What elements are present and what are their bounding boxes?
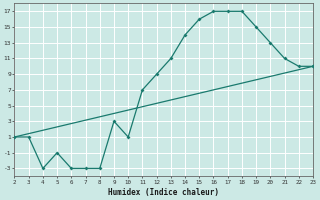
X-axis label: Humidex (Indice chaleur): Humidex (Indice chaleur): [108, 188, 219, 197]
